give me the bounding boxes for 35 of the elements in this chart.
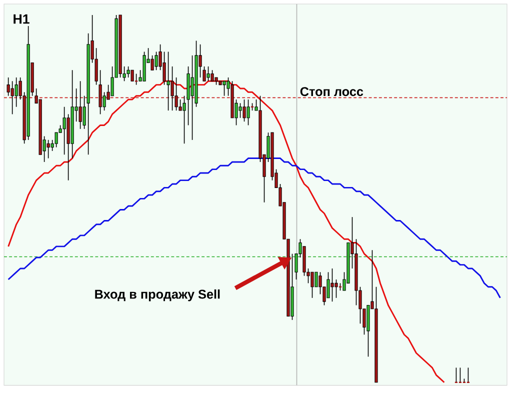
candlestick <box>238 102 242 118</box>
candlestick <box>98 70 102 115</box>
candlestick <box>14 77 18 108</box>
candlestick <box>310 272 314 298</box>
candlestick <box>174 77 178 111</box>
candlestick <box>154 51 158 71</box>
annotation: Вход в продажу Sell <box>95 289 220 302</box>
candlestick <box>126 66 130 78</box>
candlestick <box>330 268 334 302</box>
candlestick <box>222 80 226 96</box>
candlestick <box>130 70 134 82</box>
chart-title: H1 <box>14 14 30 24</box>
candlestick <box>210 70 214 82</box>
candlestick <box>54 132 58 148</box>
candlestick <box>206 66 210 82</box>
candlestick <box>62 106 66 156</box>
candlestick <box>6 77 10 96</box>
candlestick <box>242 99 246 122</box>
candlestick <box>202 66 206 82</box>
candlestick <box>314 272 318 288</box>
candlestick <box>170 66 174 111</box>
candlestick <box>334 279 338 298</box>
candlestick <box>78 80 82 130</box>
candlestick <box>166 51 170 111</box>
candlestick <box>190 55 194 140</box>
candlestick <box>82 95 86 130</box>
candlestick <box>246 99 250 126</box>
candlestick <box>150 55 154 71</box>
candlestick <box>10 80 14 115</box>
candlestick <box>162 51 166 86</box>
candlestick <box>46 140 50 159</box>
ref-line-label: Стоп лосс <box>300 87 364 96</box>
candlestick <box>178 99 182 111</box>
candlestick <box>182 95 186 144</box>
candlestick <box>326 272 330 298</box>
